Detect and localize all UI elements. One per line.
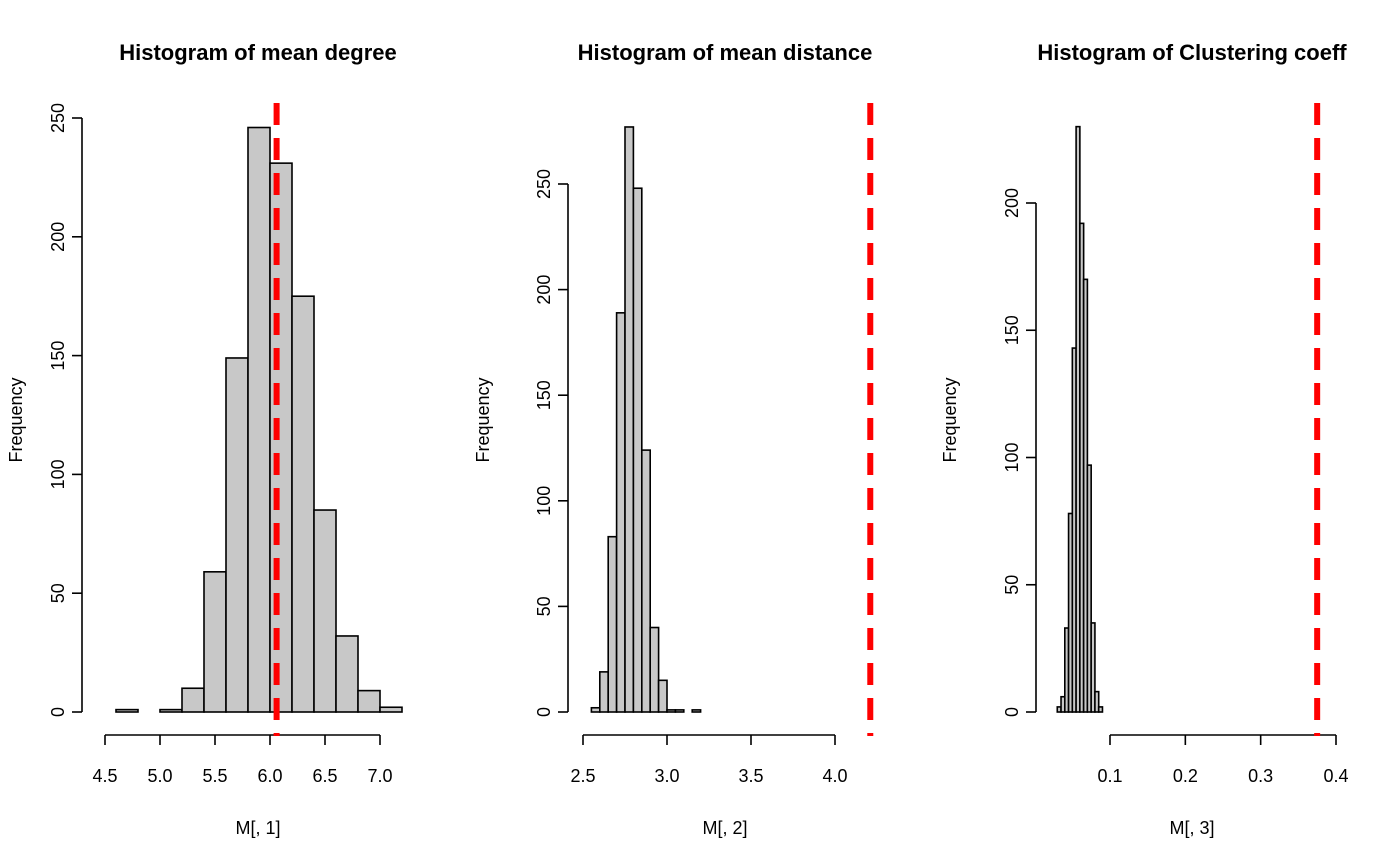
y-tick-label: 100 [534, 486, 554, 516]
x-axis-label: M[, 1] [235, 818, 280, 838]
histogram-bar [657, 679, 668, 713]
y-tick-label: 0 [534, 707, 554, 717]
histogram-bar [159, 708, 183, 713]
histogram-bar [1097, 706, 1104, 713]
histogram-bar [666, 709, 677, 713]
y-axis-label: Frequency [6, 377, 26, 462]
histogram-bar [313, 509, 337, 713]
histogram-bar [691, 709, 702, 713]
histogram-bar [624, 126, 635, 713]
histogram-bar [649, 626, 660, 713]
y-tick-label: 50 [534, 596, 554, 616]
histogram-bar [674, 709, 685, 713]
x-tick-label: 4.0 [822, 766, 847, 786]
x-tick-label: 2.5 [570, 766, 595, 786]
histogram-bar [640, 449, 651, 713]
histogram-bar [247, 126, 271, 713]
x-axis: 0.1 0.2 0.3 0.4 [1097, 734, 1349, 786]
histogram-bar [269, 162, 293, 713]
histogram-bar [379, 706, 403, 713]
y-tick-label: 150 [1002, 315, 1022, 345]
histogram-bar [607, 535, 618, 713]
y-tick-label: 150 [48, 341, 68, 371]
x-tick-label: 6.5 [312, 766, 337, 786]
histogram-bar [335, 635, 359, 713]
y-axis-label: Frequency [940, 377, 960, 462]
y-tick-label: 50 [1002, 575, 1022, 595]
histogram-bar [598, 671, 609, 713]
x-tick-label: 6.0 [257, 766, 282, 786]
y-tick-label: 250 [534, 169, 554, 199]
x-tick-label: 3.5 [738, 766, 763, 786]
x-tick-label: 0.1 [1097, 766, 1122, 786]
histogram-bar [225, 357, 249, 713]
histogram-bar [203, 571, 227, 713]
y-tick-label: 150 [534, 380, 554, 410]
histogram-bar [357, 689, 381, 713]
y-tick-label: 100 [1002, 442, 1022, 472]
y-tick-label: 200 [48, 222, 68, 252]
x-tick-label: 0.4 [1323, 766, 1348, 786]
x-tick-label: 0.3 [1248, 766, 1273, 786]
x-tick-label: 5.0 [147, 766, 172, 786]
y-tick-label: 0 [1002, 707, 1022, 717]
histogram-bar [1090, 622, 1096, 713]
x-axis: 2.5 3.0 3.5 4.0 [570, 734, 848, 786]
y-tick-label: 200 [1002, 188, 1022, 218]
panel-mean-degree: Histogram of mean degree M[, 1] Frequenc… [6, 40, 403, 838]
x-axis: 4.5 5.0 5.5 6.0 6.5 7.0 [92, 734, 393, 786]
histogram-bar [632, 187, 643, 713]
panel-clustering-coeff: Histogram of Clustering coeff M[, 3] Fre… [940, 40, 1349, 838]
histogram-bar [115, 708, 139, 713]
y-tick-label: 50 [48, 583, 68, 603]
histogram-bar [590, 706, 601, 713]
histogram-bar [291, 295, 315, 713]
x-tick-label: 3.0 [654, 766, 679, 786]
histogram-bar [1086, 464, 1092, 713]
y-axis: 0 50 100 150 200 250 [48, 103, 83, 717]
x-tick-label: 4.5 [92, 766, 117, 786]
y-tick-label: 100 [48, 459, 68, 489]
x-axis-label: M[, 3] [1169, 818, 1214, 838]
y-axis: 0 50 100 150 200 [1002, 188, 1037, 717]
chart-title: Histogram of Clustering coeff [1037, 40, 1347, 65]
histogram-bars [590, 126, 702, 713]
y-tick-label: 200 [534, 275, 554, 305]
histogram-bars [115, 126, 403, 713]
histogram-bar [181, 687, 205, 713]
x-tick-label: 5.5 [202, 766, 227, 786]
histogram-bar [615, 312, 626, 713]
y-axis-label: Frequency [473, 377, 493, 462]
y-axis: 0 50 100 150 200 250 [534, 169, 569, 717]
panel-mean-distance: Histogram of mean distance M[, 2] Freque… [473, 40, 874, 838]
chart-title: Histogram of mean degree [119, 40, 397, 65]
x-axis-label: M[, 2] [702, 818, 747, 838]
x-tick-label: 7.0 [367, 766, 392, 786]
histogram-bar [1094, 690, 1100, 713]
x-tick-label: 0.2 [1173, 766, 1198, 786]
y-tick-label: 250 [48, 103, 68, 133]
histogram-bars [1056, 125, 1104, 713]
chart-title: Histogram of mean distance [578, 40, 873, 65]
y-tick-label: 0 [48, 707, 68, 717]
